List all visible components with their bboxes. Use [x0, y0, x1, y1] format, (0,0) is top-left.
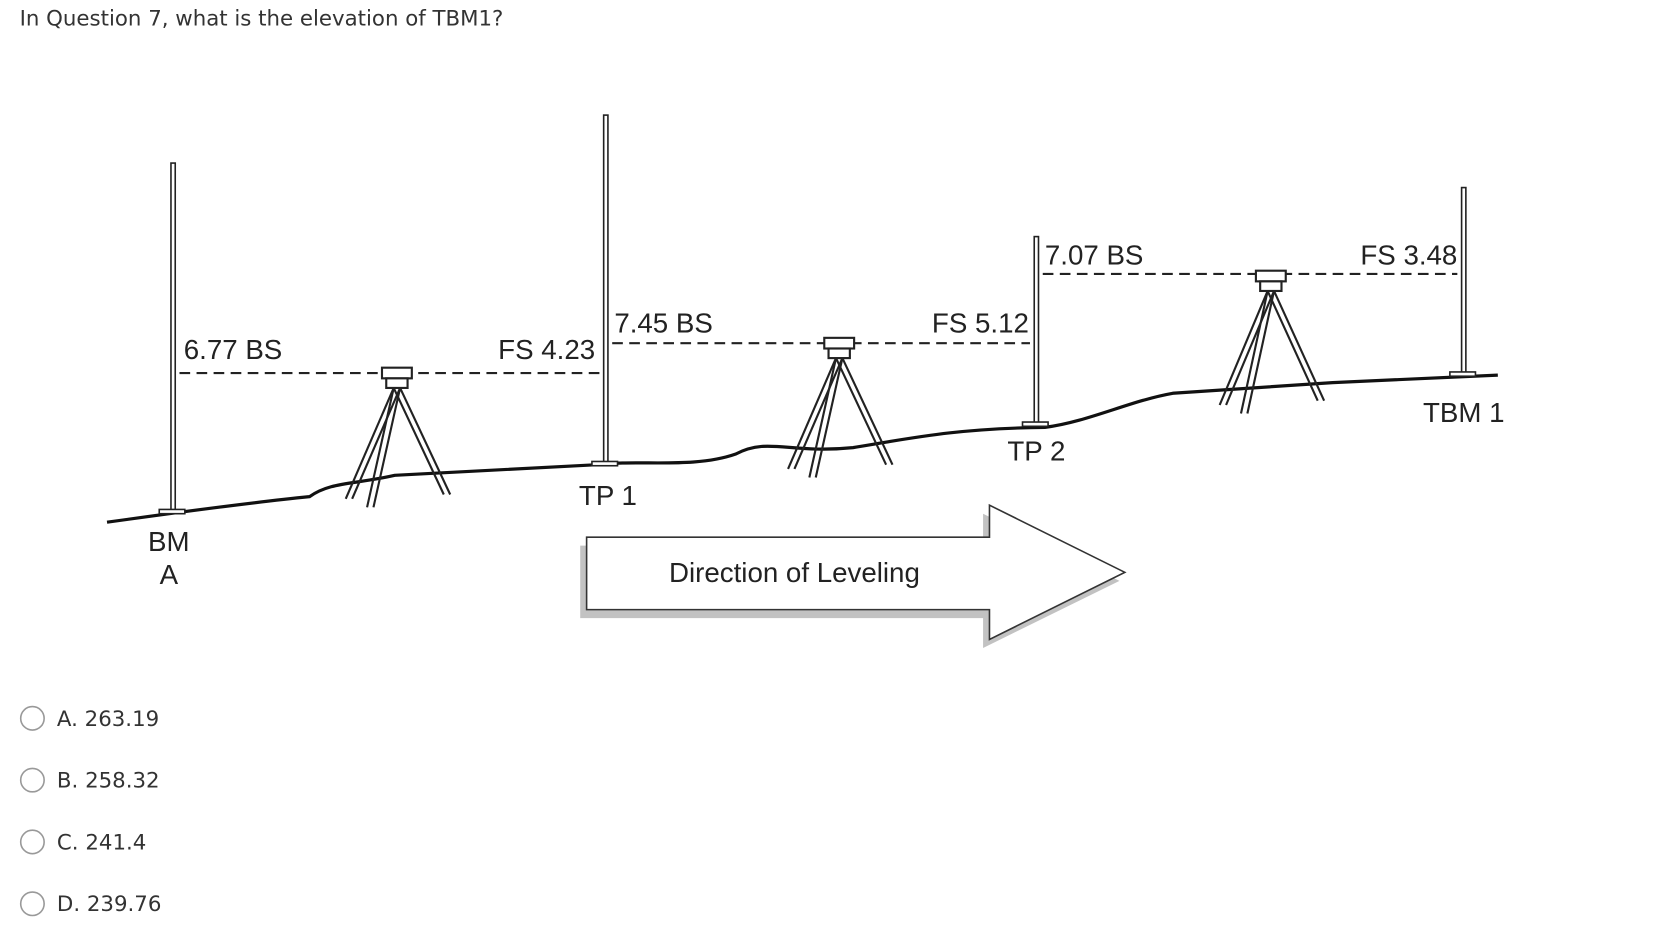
reading-label: FS 4.23 — [498, 334, 595, 365]
tripod-leg — [399, 387, 452, 495]
rod — [1460, 186, 1467, 375]
rod-base — [591, 460, 619, 467]
ground-line — [106, 373, 1498, 524]
radio-button[interactable] — [19, 767, 45, 793]
tripod-leg — [808, 357, 838, 478]
answer-options: A. 263.19 B. 258.32 C. 241.4 D. 239.76 — [19, 705, 162, 917]
tripod-leg — [787, 357, 837, 470]
point-label: TP 1 — [579, 480, 637, 511]
reading-label: 7.45 BS — [614, 308, 713, 339]
tripod-head — [385, 377, 409, 390]
tripod-leg — [392, 387, 445, 495]
tripod-leg — [1218, 290, 1269, 406]
tripod-leg — [372, 387, 402, 508]
rod-base — [1021, 421, 1049, 428]
answer-option[interactable]: C. 241.4 — [19, 829, 147, 855]
answer-option[interactable]: D. 239.76 — [19, 891, 162, 917]
rod — [1033, 235, 1040, 424]
level-body — [1254, 269, 1287, 283]
tripod-leg — [835, 357, 888, 466]
rod-base — [158, 508, 186, 515]
tripod — [787, 336, 894, 478]
radio-button[interactable] — [19, 891, 45, 917]
reading-label: FS 3.48 — [1360, 239, 1457, 270]
point-label: TBM 1 — [1423, 397, 1505, 428]
tripod — [344, 366, 452, 508]
arrow-label: Direction of Leveling — [669, 557, 920, 588]
option-label[interactable]: B. 258.32 — [57, 769, 160, 794]
rod — [602, 114, 609, 464]
option-label[interactable]: D. 239.76 — [57, 892, 161, 917]
radio-button[interactable] — [19, 829, 45, 855]
tripod-leg — [1239, 290, 1269, 414]
rod-base — [1449, 371, 1477, 378]
option-label[interactable]: A. 263.19 — [57, 707, 159, 732]
tripod-leg — [814, 357, 844, 478]
answer-option[interactable]: B. 258.32 — [19, 767, 160, 794]
leveling-rods — [158, 114, 1477, 515]
rod — [170, 162, 177, 512]
tripod-leg — [1266, 290, 1319, 402]
level-body — [380, 366, 413, 380]
point-label: A — [160, 559, 179, 590]
point-label: BM — [148, 526, 190, 557]
tripod-leg — [841, 357, 894, 466]
tripods — [344, 269, 1326, 508]
tripod-leg — [1246, 290, 1276, 414]
level-body — [823, 336, 856, 350]
reading-label: 7.07 BS — [1045, 239, 1144, 270]
tripod-leg — [366, 387, 395, 508]
tripod-head — [827, 347, 851, 360]
tripod — [1218, 269, 1326, 414]
question-text: In Question 7, what is the elevation of … — [20, 7, 504, 32]
tripod-leg — [344, 387, 395, 500]
point-label: TP 2 — [1007, 435, 1065, 466]
direction-arrow: Direction of Leveling — [580, 503, 1127, 648]
tripod-leg — [1225, 290, 1276, 406]
radio-button[interactable] — [19, 705, 45, 731]
tripod-leg — [351, 387, 402, 500]
option-label[interactable]: C. 241.4 — [57, 830, 146, 855]
tripod-head — [1259, 280, 1283, 293]
tripod-leg — [793, 357, 844, 470]
reading-label: FS 5.12 — [932, 308, 1029, 339]
answer-option[interactable]: A. 263.19 — [19, 705, 160, 732]
tripod-leg — [1273, 290, 1326, 402]
reading-label: 6.77 BS — [184, 334, 283, 365]
